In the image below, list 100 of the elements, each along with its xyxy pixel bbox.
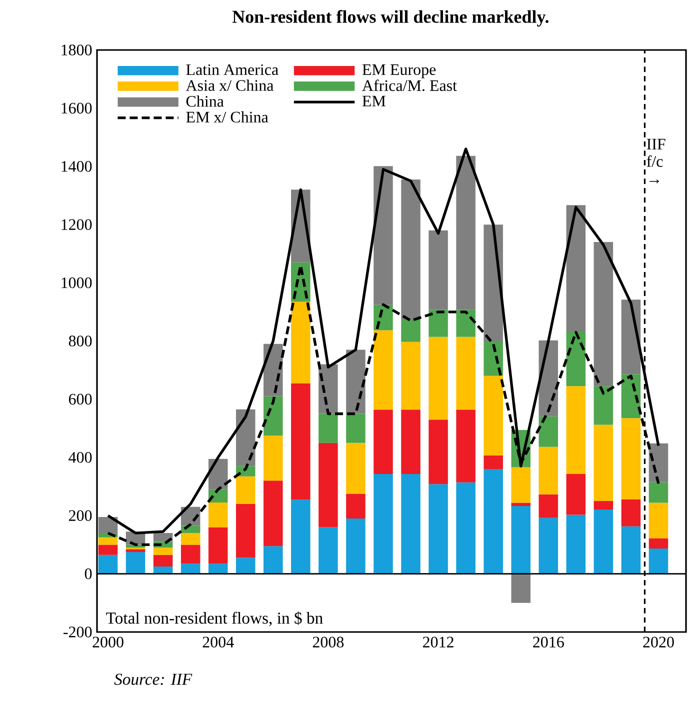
bar [208,527,228,564]
bar [594,424,614,502]
x-tick-label: 2020 [643,636,674,648]
y-tick-label: 0 [84,568,92,580]
x-tick-label: 2000 [92,636,124,648]
bar [594,501,614,510]
bar [236,558,256,574]
bar [180,564,200,574]
bar [318,527,338,574]
bar [346,350,366,414]
y-tick-label: 400 [68,452,92,463]
bar [318,414,338,443]
y-tick-label: 200 [69,510,92,521]
bar [428,310,448,337]
bar [346,442,366,494]
bar [428,230,448,310]
bar [401,342,420,410]
bar [484,469,503,574]
bar [180,533,200,545]
bar [648,502,668,538]
bar [264,396,283,436]
legend-label: Asia x/ China [186,80,274,91]
y-tick-label: -200 [64,626,92,638]
y-tick-label: 800 [68,336,92,346]
legend-label: EM x/ China [186,111,268,123]
bar [126,549,146,552]
bar [566,514,586,574]
bar [511,502,530,506]
bar [346,494,366,519]
chart-title: Non-resident flows will decline markedly. [232,10,548,27]
ref-line-label: IIF f/c → [646,138,666,184]
bar [264,436,283,481]
bar [291,500,310,574]
y-tick-label: 1200 [62,219,92,230]
bar [566,474,586,515]
x-tick-label: 2008 [312,636,344,648]
bar [594,509,614,574]
bar [484,455,503,470]
bar [566,386,586,474]
bar [98,544,118,555]
x-tick-label: 2016 [533,636,564,648]
bar [428,336,448,420]
bar [621,526,641,574]
bar [153,554,173,567]
bar [291,383,310,500]
bar [236,476,256,504]
legend-label: Africa/M. East [362,80,457,92]
bar [428,420,448,484]
bar [648,548,668,574]
bar [374,166,393,305]
annotation: Total non-resident flows, in $ bn [106,612,323,626]
source-note: Source: IIF [114,674,192,685]
bar [594,242,614,386]
bar [566,332,586,386]
x-tick-label: 2012 [423,636,454,648]
bar [346,414,366,443]
bar [594,386,614,425]
bar [153,548,173,555]
bar [428,484,448,574]
bar [566,205,586,332]
bar [456,310,476,337]
bar [648,538,668,548]
bar [621,499,641,526]
bar [648,482,668,503]
bar [456,410,476,482]
bar [264,480,283,546]
bar [511,506,530,574]
y-tick-label: 600 [68,394,92,405]
bar [621,418,641,500]
y-tick-label: 1400 [62,160,92,172]
bar [126,552,146,574]
bar [456,336,476,410]
bar [236,504,256,558]
bar [511,574,530,603]
bar [374,410,393,474]
bar [401,320,420,342]
bar [291,302,310,384]
bar [401,410,420,474]
bar [456,482,476,574]
bar [318,442,338,528]
bar [346,518,366,574]
bar [401,474,420,574]
bar [538,446,558,494]
bar [484,376,503,456]
bar [511,467,530,503]
bar [538,518,558,574]
legend-label: EM Europe [362,64,436,78]
legend-label: Latin America [186,64,278,76]
bar [538,494,558,518]
bar [374,330,393,410]
y-tick-label: 1800 [62,44,92,56]
bar [538,416,558,447]
bar [236,409,256,466]
bar [208,502,228,528]
bar [264,546,283,574]
legend-label: EM [362,96,386,106]
bar [180,544,200,564]
legend-label: China [186,96,224,107]
bar [98,537,118,545]
bar [98,517,118,534]
